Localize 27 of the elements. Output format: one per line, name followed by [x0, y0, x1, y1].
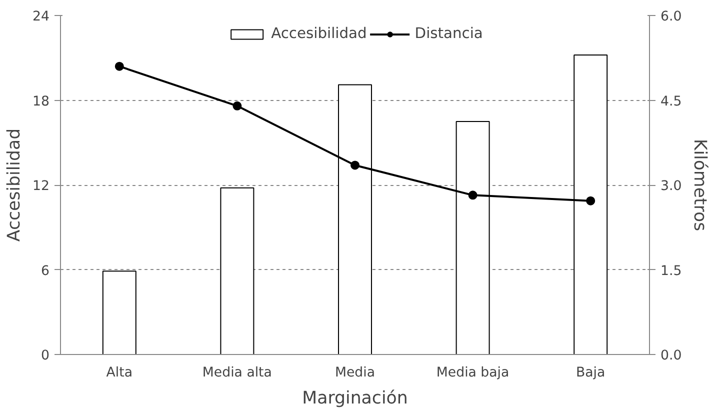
- x-tick-label: Alta: [106, 366, 133, 380]
- legend-label: Distancia: [414, 25, 483, 42]
- point: [350, 160, 360, 170]
- y2-tick-label: 4.5: [660, 94, 682, 110]
- legend-label: Accesibilidad: [271, 25, 367, 42]
- point: [586, 196, 596, 206]
- point: [114, 62, 124, 71]
- x-tick-label: Media baja: [436, 366, 510, 380]
- point: [232, 101, 242, 110]
- y2-tick-label: 6.0: [660, 10, 682, 24]
- y-tick-label: 24: [32, 10, 50, 24]
- y2-tick-label: 0.0: [660, 348, 682, 364]
- x-tick-label: Media: [334, 366, 376, 380]
- y-tick-label: 0: [41, 348, 50, 364]
- point: [468, 190, 478, 200]
- y2-tick-label: 3.0: [660, 179, 682, 194]
- y-tick-label: 18: [32, 94, 50, 110]
- x-tick-label: Media alta: [202, 366, 272, 380]
- y2-axis-title: Kilómetros: [690, 138, 710, 232]
- bar: [220, 187, 254, 354]
- bar: [102, 270, 136, 354]
- x-axis-title: Marginación: [302, 388, 408, 408]
- y-tick-label: 12: [32, 179, 50, 194]
- x-tick-label: Baja: [576, 366, 606, 380]
- y-axis-title: Accesibilidad: [4, 128, 25, 242]
- y-tick-label: 6: [41, 264, 50, 279]
- y2-tick-label: 1.5: [660, 264, 682, 279]
